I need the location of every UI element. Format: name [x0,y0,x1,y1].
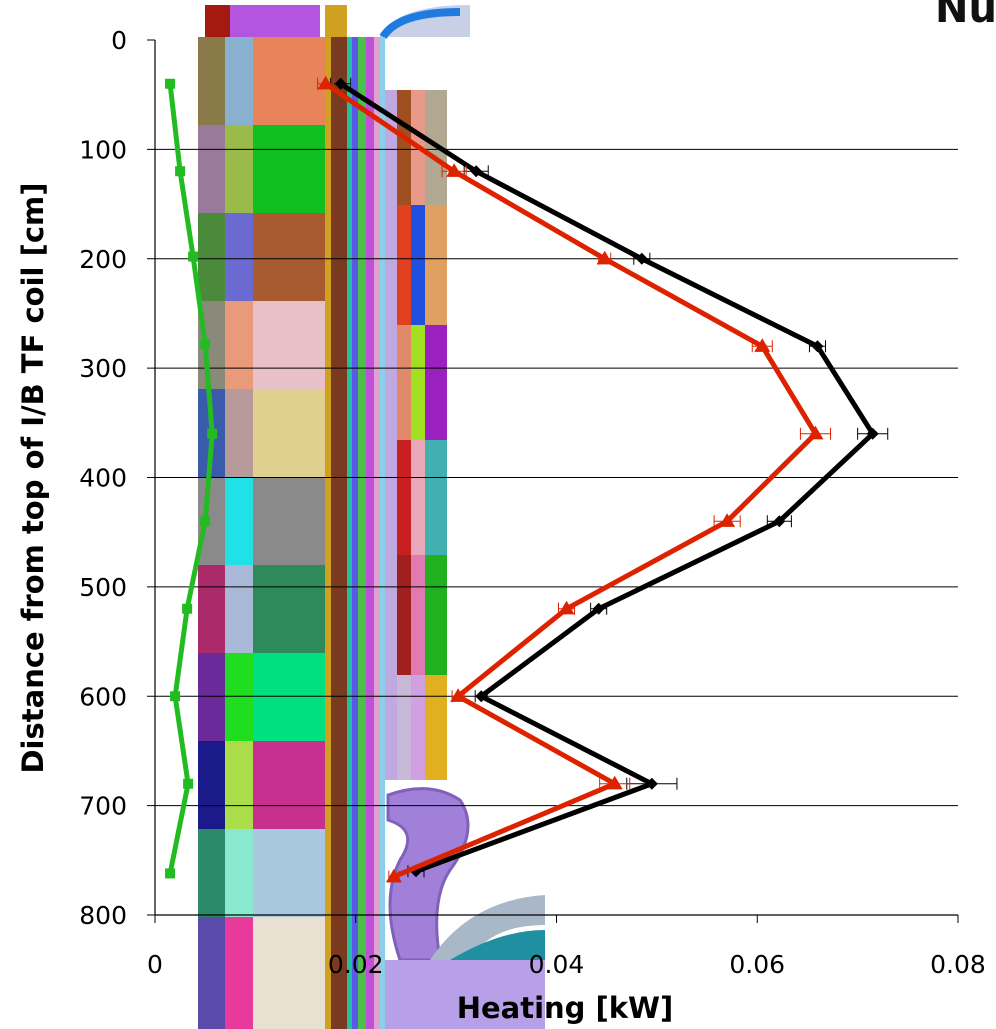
axes [147,39,959,923]
x-tick-label: 0.02 [328,950,384,979]
triangle-marker [807,425,824,440]
x-tick-label: 0.06 [729,950,785,979]
triangle-marker [754,338,771,352]
y-tick-label: 800 [79,901,127,930]
green-square-series [165,78,218,879]
y-tick-label: 600 [79,682,127,711]
cropped-corner-text: Nu [935,0,996,32]
model-cross-section-image [198,5,545,1029]
triangle-marker [385,868,402,883]
x-tick-label: 0 [147,950,163,979]
diamond-marker [470,165,483,178]
series-line [339,81,876,874]
x-axis-tick-labels: 0 0.02 0.04 0.06 0.08 [147,950,986,979]
diamond-marker [635,252,648,265]
series-line [324,81,818,880]
diamond-marker [866,427,879,440]
y-axis-title: Distance from top of I/B TF coil [cm] [16,182,50,773]
y-tick-label: 300 [79,354,127,383]
y-tick-label: 200 [79,245,127,274]
square-marker [188,251,199,262]
square-marker [183,778,194,789]
triangle-marker [317,75,334,90]
diamond-marker [334,77,347,90]
diamond-marker [773,515,786,528]
y-tick-label: 400 [79,464,127,493]
triangle-marker [606,775,623,790]
black-diamond-series [330,77,889,878]
square-marker [207,428,218,439]
square-marker [182,603,193,614]
diamond-marker [645,777,658,790]
square-marker [165,78,176,89]
red-triangle-series [317,75,832,883]
triangle-marker [558,600,575,615]
y-axis-tick-labels: 0 100 200 300 400 500 600 700 800 [79,26,127,930]
square-marker [175,166,186,177]
triangle-marker [596,250,613,265]
triangle-marker [719,513,736,527]
y-tick-label: 0 [111,26,127,55]
series-line [167,83,215,874]
y-tick-label: 700 [79,792,127,821]
square-marker [165,868,176,879]
diamond-marker [592,602,605,615]
x-axis-title: Heating [kW] [457,991,674,1025]
triangle-marker [450,688,467,702]
y-tick-label: 500 [79,573,127,602]
x-tick-label: 0.04 [529,950,585,979]
x-tick-label: 0.08 [930,950,986,979]
diamond-marker [475,690,488,703]
data-series [165,75,889,883]
square-marker [200,339,211,350]
square-marker [170,691,181,702]
triangle-marker [446,163,463,177]
y-tick-label: 100 [79,135,127,164]
square-marker [200,516,211,527]
diamond-marker [811,340,824,353]
